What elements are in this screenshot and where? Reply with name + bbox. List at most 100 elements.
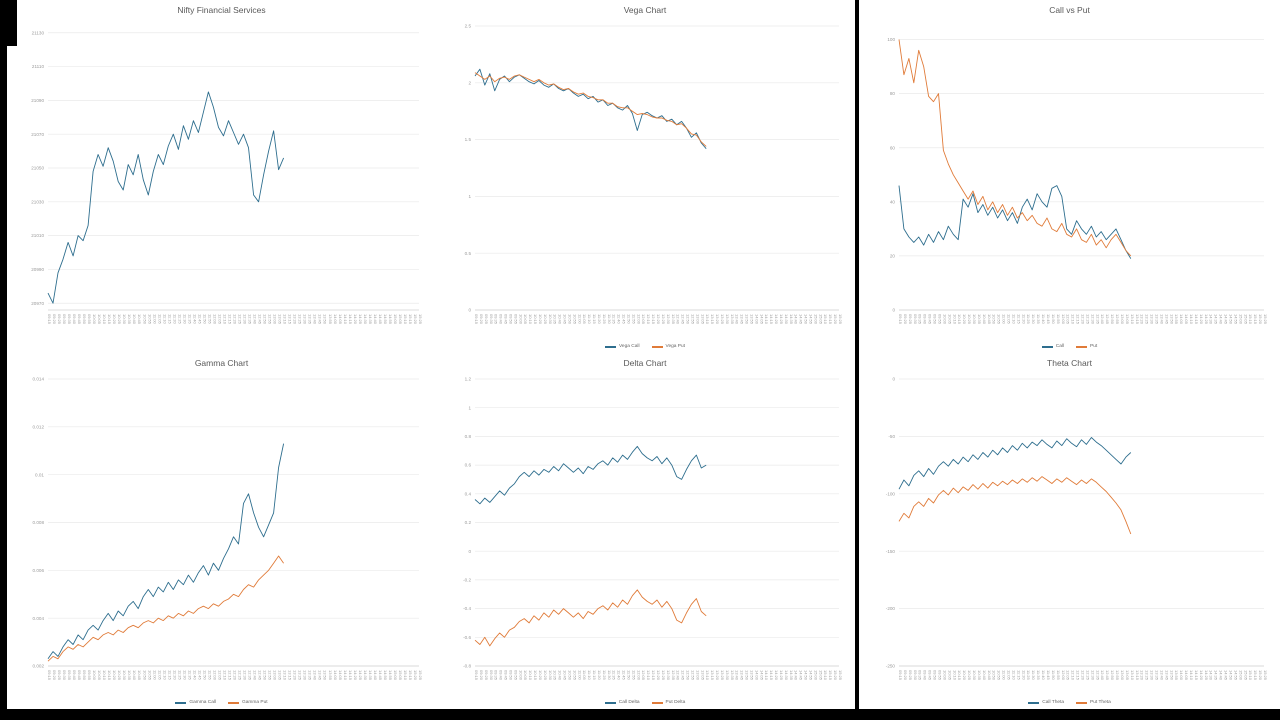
svg-text:13:45: 13:45 — [1164, 314, 1169, 325]
svg-text:13:10: 13:10 — [283, 670, 288, 681]
svg-text:14:55: 14:55 — [808, 314, 813, 325]
series-line-vega-put — [474, 72, 707, 147]
legend-label: Put — [1090, 344, 1098, 350]
svg-text:11:00: 11:00 — [152, 670, 157, 680]
svg-text:12:35: 12:35 — [248, 314, 253, 325]
legend-swatch — [1028, 701, 1040, 704]
svg-text:11:55: 11:55 — [631, 314, 636, 324]
svg-text:14:10: 14:10 — [343, 314, 348, 325]
legend-item[interactable]: Call — [1041, 344, 1064, 349]
svg-text:13:55: 13:55 — [1174, 670, 1179, 681]
legend-item[interactable]: Vega Call — [604, 344, 640, 349]
svg-text:10:00: 10:00 — [942, 314, 947, 325]
svg-text:12:15: 12:15 — [227, 314, 232, 325]
svg-text:14:05: 14:05 — [338, 314, 343, 325]
svg-text:11:05: 11:05 — [157, 670, 162, 680]
svg-text:10:50: 10:50 — [567, 670, 572, 681]
svg-text:14:35: 14:35 — [789, 670, 794, 681]
svg-text:15:20: 15:20 — [413, 314, 418, 325]
x-tick-labels: 09:15 09:20 09:25 09:30 09:35 09:40 09:45 09:50… — [47, 314, 423, 325]
svg-text:09:15: 09:15 — [47, 670, 52, 681]
svg-text:12:10: 12:10 — [1071, 314, 1076, 325]
svg-text:09:15: 09:15 — [898, 314, 903, 325]
svg-text:11:10: 11:10 — [587, 670, 592, 680]
svg-text:10:25: 10:25 — [543, 314, 548, 325]
svg-text:10:35: 10:35 — [553, 670, 558, 681]
svg-text:12:25: 12:25 — [238, 314, 243, 325]
svg-text:10:10: 10:10 — [102, 314, 107, 325]
svg-text:13:55: 13:55 — [1174, 314, 1179, 325]
svg-text:12:40: 12:40 — [676, 314, 681, 325]
svg-text:13:25: 13:25 — [720, 670, 725, 681]
svg-text:09:15: 09:15 — [474, 314, 479, 325]
svg-text:12:40: 12:40 — [1100, 314, 1105, 325]
svg-text:11:10: 11:10 — [162, 314, 167, 324]
svg-text:09:55: 09:55 — [513, 670, 518, 681]
svg-text:09:35: 09:35 — [67, 314, 72, 325]
chart-canvas: 0 20 40 60 80 100 09:15 09:20 09:25 09:30 09:35 09:… — [859, 20, 1280, 340]
svg-text:11:10: 11:10 — [1011, 670, 1016, 680]
svg-text:10:50: 10:50 — [992, 314, 997, 325]
svg-text:15:15: 15:15 — [1253, 314, 1258, 325]
svg-text:12:10: 12:10 — [222, 670, 227, 681]
y-tick-labels: -0.8 -0.6 -0.4 -0.2 0 0.2 0.4 0.6 0.8 1 1.2 — [463, 376, 471, 668]
svg-text:14:10: 14:10 — [764, 670, 769, 681]
svg-text:10:50: 10:50 — [142, 314, 147, 325]
svg-text:15:25: 15:25 — [418, 670, 423, 681]
svg-text:15:25: 15:25 — [1263, 314, 1268, 325]
svg-text:14:20: 14:20 — [353, 670, 358, 681]
svg-text:12:05: 12:05 — [1066, 314, 1071, 325]
svg-text:12:40: 12:40 — [253, 314, 258, 325]
svg-text:14:20: 14:20 — [353, 314, 358, 325]
svg-text:12:45: 12:45 — [1105, 670, 1110, 681]
legend-item[interactable]: Call Theta — [1028, 700, 1064, 705]
svg-text:15:20: 15:20 — [833, 314, 838, 325]
top-left-corner-bar — [0, 0, 17, 46]
svg-text:14:50: 14:50 — [1228, 314, 1233, 325]
legend-item[interactable]: Gamma Call — [175, 700, 216, 705]
svg-text:12:55: 12:55 — [268, 670, 273, 681]
svg-text:09:30: 09:30 — [489, 670, 494, 681]
svg-text:11:40: 11:40 — [617, 670, 622, 680]
y-tick-labels: 20970 20990 21010 21030 21050 21070 21090 21110… — [31, 30, 44, 305]
svg-text:21010: 21010 — [31, 233, 44, 238]
svg-text:14:10: 14:10 — [343, 670, 348, 681]
legend-item[interactable]: Gamma Put — [228, 700, 268, 705]
svg-text:13:15: 13:15 — [288, 314, 293, 325]
svg-text:09:30: 09:30 — [62, 314, 67, 325]
svg-text:09:35: 09:35 — [918, 314, 923, 325]
svg-text:14:25: 14:25 — [779, 314, 784, 325]
svg-text:15:05: 15:05 — [1243, 314, 1248, 325]
svg-text:10:35: 10:35 — [127, 314, 132, 325]
svg-text:09:55: 09:55 — [87, 314, 92, 325]
svg-text:12:00: 12:00 — [212, 314, 217, 325]
svg-text:10:20: 10:20 — [538, 314, 543, 325]
series-line-put — [898, 39, 1132, 256]
svg-text:11:00: 11:00 — [152, 314, 157, 324]
legend-item[interactable]: Put Delta — [651, 700, 685, 705]
svg-text:11:20: 11:20 — [172, 670, 177, 680]
legend-swatch — [1076, 701, 1088, 704]
svg-text:13:40: 13:40 — [735, 670, 740, 681]
svg-text:11:10: 11:10 — [1011, 314, 1016, 324]
legend-item[interactable]: Put — [1076, 344, 1097, 349]
svg-text:10:05: 10:05 — [947, 670, 952, 681]
legend-swatch — [651, 701, 663, 704]
svg-text:13:35: 13:35 — [308, 670, 313, 681]
legend-label: Gamma Call — [189, 700, 217, 706]
svg-text:14:35: 14:35 — [1214, 314, 1219, 325]
svg-text:12:20: 12:20 — [1081, 670, 1086, 681]
legend-item[interactable]: Put Theta — [1076, 700, 1111, 705]
legend-item[interactable]: Vega Put — [651, 344, 685, 349]
svg-text:09:55: 09:55 — [937, 314, 942, 325]
svg-text:11:15: 11:15 — [1016, 670, 1021, 680]
svg-text:10:45: 10:45 — [563, 314, 568, 325]
svg-text:10:35: 10:35 — [553, 314, 558, 325]
x-tick-labels: 09:15 09:20 09:25 09:30 09:35 09:40 09:45 09:50… — [474, 670, 843, 681]
svg-text:100: 100 — [887, 37, 895, 42]
svg-text:14:20: 14:20 — [774, 314, 779, 325]
legend-item[interactable]: Call Delta — [604, 700, 640, 705]
svg-text:14:30: 14:30 — [784, 314, 789, 325]
svg-text:13:35: 13:35 — [730, 314, 735, 325]
